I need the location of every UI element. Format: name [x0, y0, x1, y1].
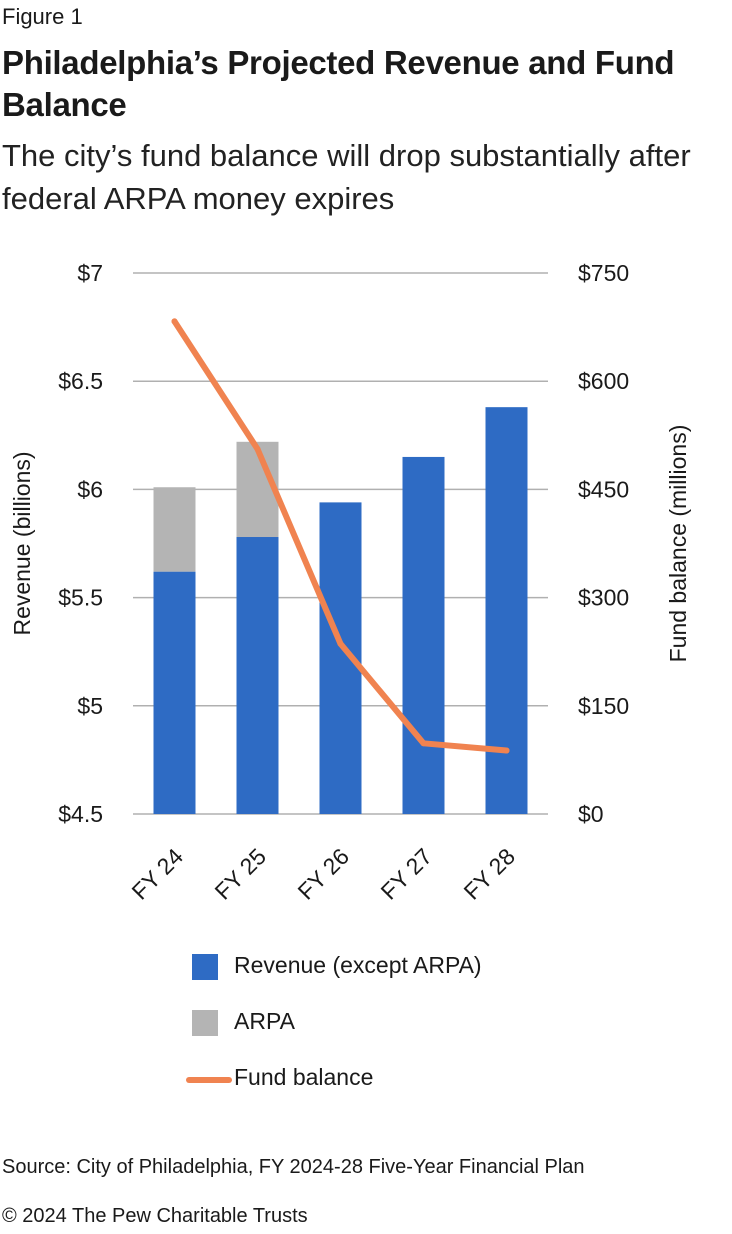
y-tick-label-left: $5.5	[58, 585, 103, 611]
x-tick-label: FY 25	[210, 843, 271, 904]
point-fund-balance	[254, 446, 261, 453]
bar-revenue	[153, 571, 196, 814]
point-fund-balance	[337, 640, 344, 647]
legend-line-fund-balance	[186, 1077, 232, 1083]
y-axis-title-right: Fund balance (millions)	[665, 425, 691, 663]
legend-label-arpa: ARPA	[234, 1008, 295, 1034]
bar-arpa	[153, 487, 196, 572]
point-fund-balance	[503, 747, 510, 754]
chart: $7 $6.5 $6 $5.5 $5 $4.5 $750 $600 $450 $300 $150 $0…	[9, 260, 691, 905]
bar-revenue	[485, 407, 528, 814]
legend-item-revenue: Revenue (except ARPA)	[186, 944, 606, 984]
chart-subtitle: The city’s fund balance will drop substa…	[2, 138, 691, 216]
legend-label-revenue: Revenue (except ARPA)	[234, 952, 482, 978]
y-tick-label-right: $450	[578, 476, 629, 502]
bar-revenue	[402, 456, 445, 814]
y-tick-label-right: $150	[578, 693, 629, 719]
legend-swatch-arpa	[192, 1010, 218, 1036]
bar-revenue	[236, 537, 279, 814]
point-fund-balance	[420, 740, 427, 747]
point-fund-balance	[171, 318, 178, 325]
y-tick-label-right: $300	[578, 585, 629, 611]
y-axis-title-left: Revenue (billions)	[9, 451, 35, 635]
y-tick-label-right: $750	[578, 260, 629, 286]
x-tick-label: FY 27	[376, 843, 437, 904]
chart-title: Philadelphia’s Projected Revenue and Fun…	[2, 44, 675, 123]
legend-item-arpa: ARPA	[186, 1000, 606, 1040]
copyright-note: © 2024 The Pew Charitable Trusts	[2, 1205, 308, 1227]
y-tick-label-left: $6.5	[58, 368, 103, 394]
y-tick-label-left: $4.5	[58, 801, 103, 827]
x-tick-label: FY 28	[459, 843, 520, 904]
y-tick-label-left: $5	[77, 693, 103, 719]
y-tick-label-right: $0	[578, 801, 604, 827]
x-tick-label: FY 26	[293, 843, 354, 904]
y-tick-label-left: $6	[77, 476, 103, 502]
legend-swatch-revenue	[192, 954, 218, 980]
legend-item-fund-balance: Fund balance	[186, 1056, 606, 1096]
source-note: Source: City of Philadelphia, FY 2024-28…	[2, 1156, 585, 1178]
x-tick-label: FY 24	[127, 843, 189, 905]
y-tick-label-right: $600	[578, 368, 629, 394]
y-tick-label-left: $7	[77, 260, 103, 286]
figure-label: Figure 1	[2, 4, 83, 29]
legend-label-fund-balance: Fund balance	[234, 1064, 374, 1090]
